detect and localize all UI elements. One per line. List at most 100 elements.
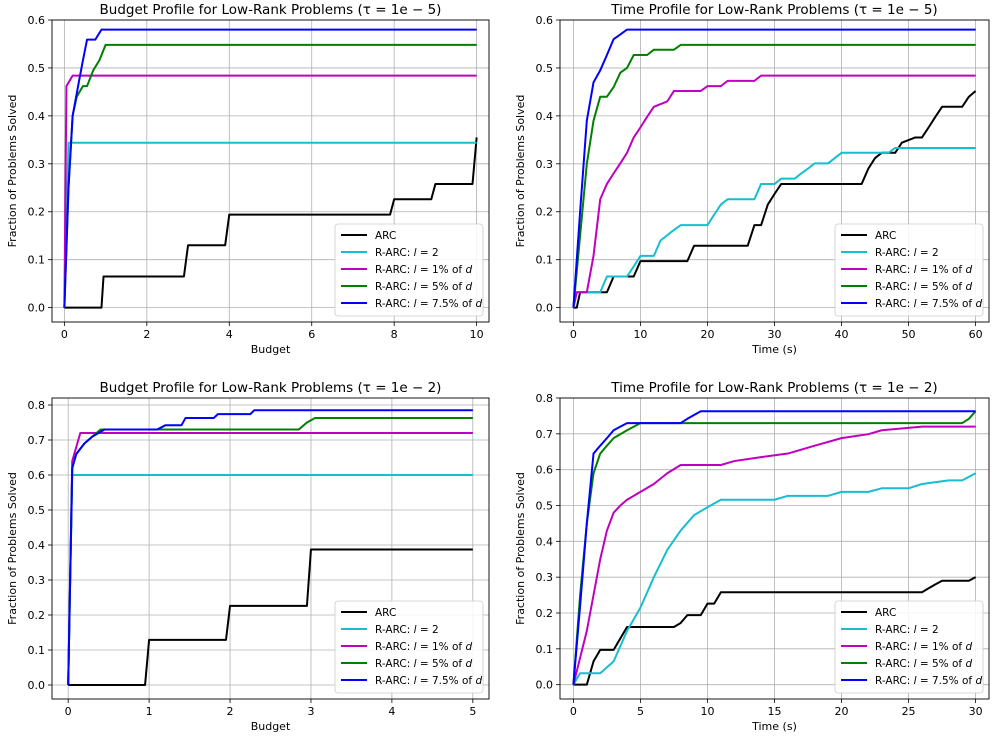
x-axis-label: Time (s) bbox=[751, 343, 797, 356]
y-tick-label: 0.1 bbox=[28, 254, 46, 267]
y-tick-label: 0.2 bbox=[536, 607, 554, 620]
legend: ARC R-ARC: l = 2 R-ARC: l = 1% of d R-ARC: … bbox=[334, 223, 484, 317]
y-tick-label: 0.5 bbox=[536, 500, 554, 513]
x-tick-label: 0 bbox=[65, 705, 72, 718]
x-tick-label: 6 bbox=[308, 328, 315, 341]
x-tick-label: 15 bbox=[768, 705, 782, 718]
legend-label-4: R-ARC: l = 5% of d bbox=[875, 658, 972, 670]
legend-label-5: R-ARC: l = 7.5% of d bbox=[875, 298, 982, 310]
y-tick-label: 0.4 bbox=[28, 110, 46, 123]
x-tick-label: 50 bbox=[902, 328, 916, 341]
y-tick-label: 0.8 bbox=[28, 399, 46, 412]
y-tick-label: 0.7 bbox=[28, 434, 46, 447]
chart-title: Budget Profile for Low-Rank Problems (τ … bbox=[100, 2, 442, 18]
legend-box bbox=[834, 600, 984, 694]
chart-3: 0 1 2 3 4 5 0.0 0.1 0.2 0.3 0.4 0.5 0.6 0.7 0.8 Budget … bbox=[6, 380, 490, 733]
x-tick-label: 30 bbox=[969, 705, 983, 718]
series-line-5 bbox=[67, 409, 473, 686]
y-tick-label: 0.1 bbox=[28, 644, 46, 657]
legend: ARC R-ARC: l = 2 R-ARC: l = 1% of d R-ARC: … bbox=[834, 600, 984, 694]
series-line-5 bbox=[572, 28, 976, 308]
legend-label-5: R-ARC: l = 7.5% of d bbox=[375, 298, 482, 310]
x-tick-label: 5 bbox=[469, 705, 476, 718]
legend-label-2: R-ARC: l = 2 bbox=[875, 624, 939, 636]
axes-frame bbox=[51, 397, 490, 700]
y-tick-label: 0.3 bbox=[28, 574, 46, 587]
legend-label-3: R-ARC: l = 1% of d bbox=[375, 641, 472, 653]
series-group bbox=[63, 28, 478, 309]
x-axis-label: Budget bbox=[251, 343, 291, 356]
series-line-1 bbox=[68, 548, 473, 686]
legend-label-2: R-ARC: l = 2 bbox=[375, 247, 439, 259]
legend-label-4: R-ARC: l = 5% of d bbox=[375, 281, 472, 293]
x-tick-label: 8 bbox=[391, 328, 398, 341]
legend-label-1: ARC bbox=[375, 230, 396, 242]
series-line-3 bbox=[572, 74, 976, 308]
x-axis-label: Time (s) bbox=[751, 720, 797, 733]
legend-label-1: ARC bbox=[375, 607, 396, 619]
series-line-5 bbox=[63, 28, 477, 308]
x-tick-label: 2 bbox=[143, 328, 150, 341]
chart-1: 0 2 4 6 8 10 0.0 0.1 0.2 0.3 0.4 0.5 0.6 Budget Profi… bbox=[6, 2, 490, 356]
x-tick-label: 2 bbox=[227, 705, 234, 718]
legend-label-3: R-ARC: l = 1% of d bbox=[875, 264, 972, 276]
x-tick-label: 1 bbox=[146, 705, 153, 718]
x-tick-label: 0 bbox=[61, 328, 68, 341]
series-group bbox=[572, 410, 977, 686]
series-line-3 bbox=[572, 425, 976, 685]
x-tick-label: 4 bbox=[388, 705, 395, 718]
y-tick-label: 0.5 bbox=[28, 504, 46, 517]
x-tick-label: 30 bbox=[768, 328, 782, 341]
y-tick-label: 0.4 bbox=[28, 539, 46, 552]
y-tick-label: 0.6 bbox=[536, 464, 554, 477]
y-tick-label: 0.3 bbox=[536, 158, 554, 171]
y-tick-label: 0.0 bbox=[536, 302, 554, 315]
legend: ARC R-ARC: l = 2 R-ARC: l = 1% of d R-ARC: … bbox=[834, 223, 984, 317]
y-tick-label: 0.4 bbox=[536, 535, 554, 548]
y-tick-label: 0.2 bbox=[28, 609, 46, 622]
y-tick-label: 0.0 bbox=[28, 679, 46, 692]
chart-title: Time Profile for Low-Rank Problems (τ = … bbox=[610, 2, 937, 18]
y-tick-label: 0.3 bbox=[536, 571, 554, 584]
axes-frame bbox=[559, 19, 990, 323]
y-axis-label: Fraction of Problems Solved bbox=[514, 472, 527, 625]
legend-label-3: R-ARC: l = 1% of d bbox=[875, 641, 972, 653]
axes-frame bbox=[559, 397, 990, 700]
legend-label-1: ARC bbox=[875, 607, 896, 619]
x-tick-label: 10 bbox=[633, 328, 647, 341]
y-tick-label: 0.3 bbox=[28, 158, 46, 171]
y-axis-label: Fraction of Problems Solved bbox=[6, 472, 19, 625]
legend-label-4: R-ARC: l = 5% of d bbox=[875, 281, 972, 293]
legend-box bbox=[834, 223, 984, 317]
legend-label-5: R-ARC: l = 7.5% of d bbox=[875, 675, 982, 687]
chart-4: 0 5 10 15 20 25 30 0.0 0.1 0.2 0.3 0.4 0.5 0.6 0.7 0.8 T… bbox=[514, 380, 990, 733]
y-tick-label: 0.2 bbox=[28, 206, 46, 219]
x-tick-label: 4 bbox=[226, 328, 233, 341]
x-tick-label: 60 bbox=[969, 328, 983, 341]
y-tick-label: 0.1 bbox=[536, 643, 554, 656]
chart-2: 0 10 20 30 40 50 60 0.0 0.1 0.2 0.3 0.4 0.5 0.6 Time P… bbox=[514, 2, 990, 356]
legend-label-4: R-ARC: l = 5% of d bbox=[375, 658, 472, 670]
x-tick-label: 3 bbox=[307, 705, 314, 718]
series-line-4 bbox=[572, 43, 976, 308]
legend-label-5: R-ARC: l = 7.5% of d bbox=[375, 675, 482, 687]
axes-frame bbox=[51, 19, 490, 323]
legend: ARC R-ARC: l = 2 R-ARC: l = 1% of d R-ARC: … bbox=[334, 600, 484, 694]
y-tick-label: 0.1 bbox=[536, 254, 554, 267]
series-group bbox=[67, 409, 473, 686]
y-tick-label: 0.0 bbox=[28, 302, 46, 315]
y-tick-label: 0.5 bbox=[536, 62, 554, 75]
x-tick-label: 0 bbox=[570, 328, 577, 341]
series-line-2 bbox=[572, 472, 977, 686]
y-axis-label: Fraction of Problems Solved bbox=[514, 95, 527, 248]
y-tick-label: 0.7 bbox=[536, 428, 554, 441]
series-line-2 bbox=[572, 146, 976, 308]
legend-box bbox=[334, 223, 484, 317]
legend-label-1: ARC bbox=[875, 230, 896, 242]
series-line-1 bbox=[573, 576, 977, 686]
x-tick-label: 10 bbox=[700, 705, 714, 718]
x-tick-label: 40 bbox=[835, 328, 849, 341]
chart-title: Time Profile for Low-Rank Problems (τ = … bbox=[610, 380, 937, 396]
